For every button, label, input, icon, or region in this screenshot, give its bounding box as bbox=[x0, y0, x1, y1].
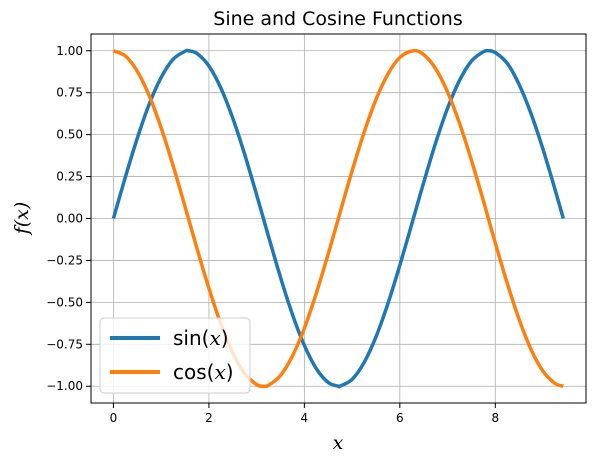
y-tick-label: −0.75 bbox=[46, 337, 83, 351]
y-ticks: 1.00 0.75 0.50 0.25 0.00 −0.25 −0.50 −0.75 −1.00 bbox=[46, 44, 91, 393]
x-tick-label: 4 bbox=[301, 411, 309, 425]
x-axis-label: x bbox=[333, 432, 344, 454]
x-tick-label: 6 bbox=[396, 411, 404, 425]
y-tick-label: −1.00 bbox=[46, 379, 83, 393]
y-tick-label: 0.50 bbox=[56, 128, 83, 142]
legend-label-cos: cos(x) bbox=[173, 360, 234, 384]
series-layer bbox=[111, 48, 566, 389]
y-tick-label: 0.75 bbox=[56, 86, 83, 100]
x-tick-label: 8 bbox=[491, 411, 499, 425]
legend-label-sin: sin(x) bbox=[173, 326, 229, 350]
chart-title: Sine and Cosine Functions bbox=[213, 8, 462, 30]
x-tick-label: 0 bbox=[110, 411, 118, 425]
y-tick-label: 0.25 bbox=[56, 170, 83, 184]
series-line-cos bbox=[112, 48, 564, 389]
y-tick-label: 1.00 bbox=[56, 44, 83, 58]
y-tick-label: −0.25 bbox=[46, 253, 83, 267]
x-ticks: 0 2 4 6 8 bbox=[110, 403, 499, 425]
legend: sin(x) cos(x) bbox=[99, 317, 251, 394]
x-tick-label: 2 bbox=[205, 411, 213, 425]
series-line-sin bbox=[111, 48, 566, 389]
y-tick-label: 0.00 bbox=[56, 212, 83, 226]
y-tick-label: −0.50 bbox=[46, 295, 83, 309]
y-axis-label: f(x) bbox=[11, 202, 33, 237]
